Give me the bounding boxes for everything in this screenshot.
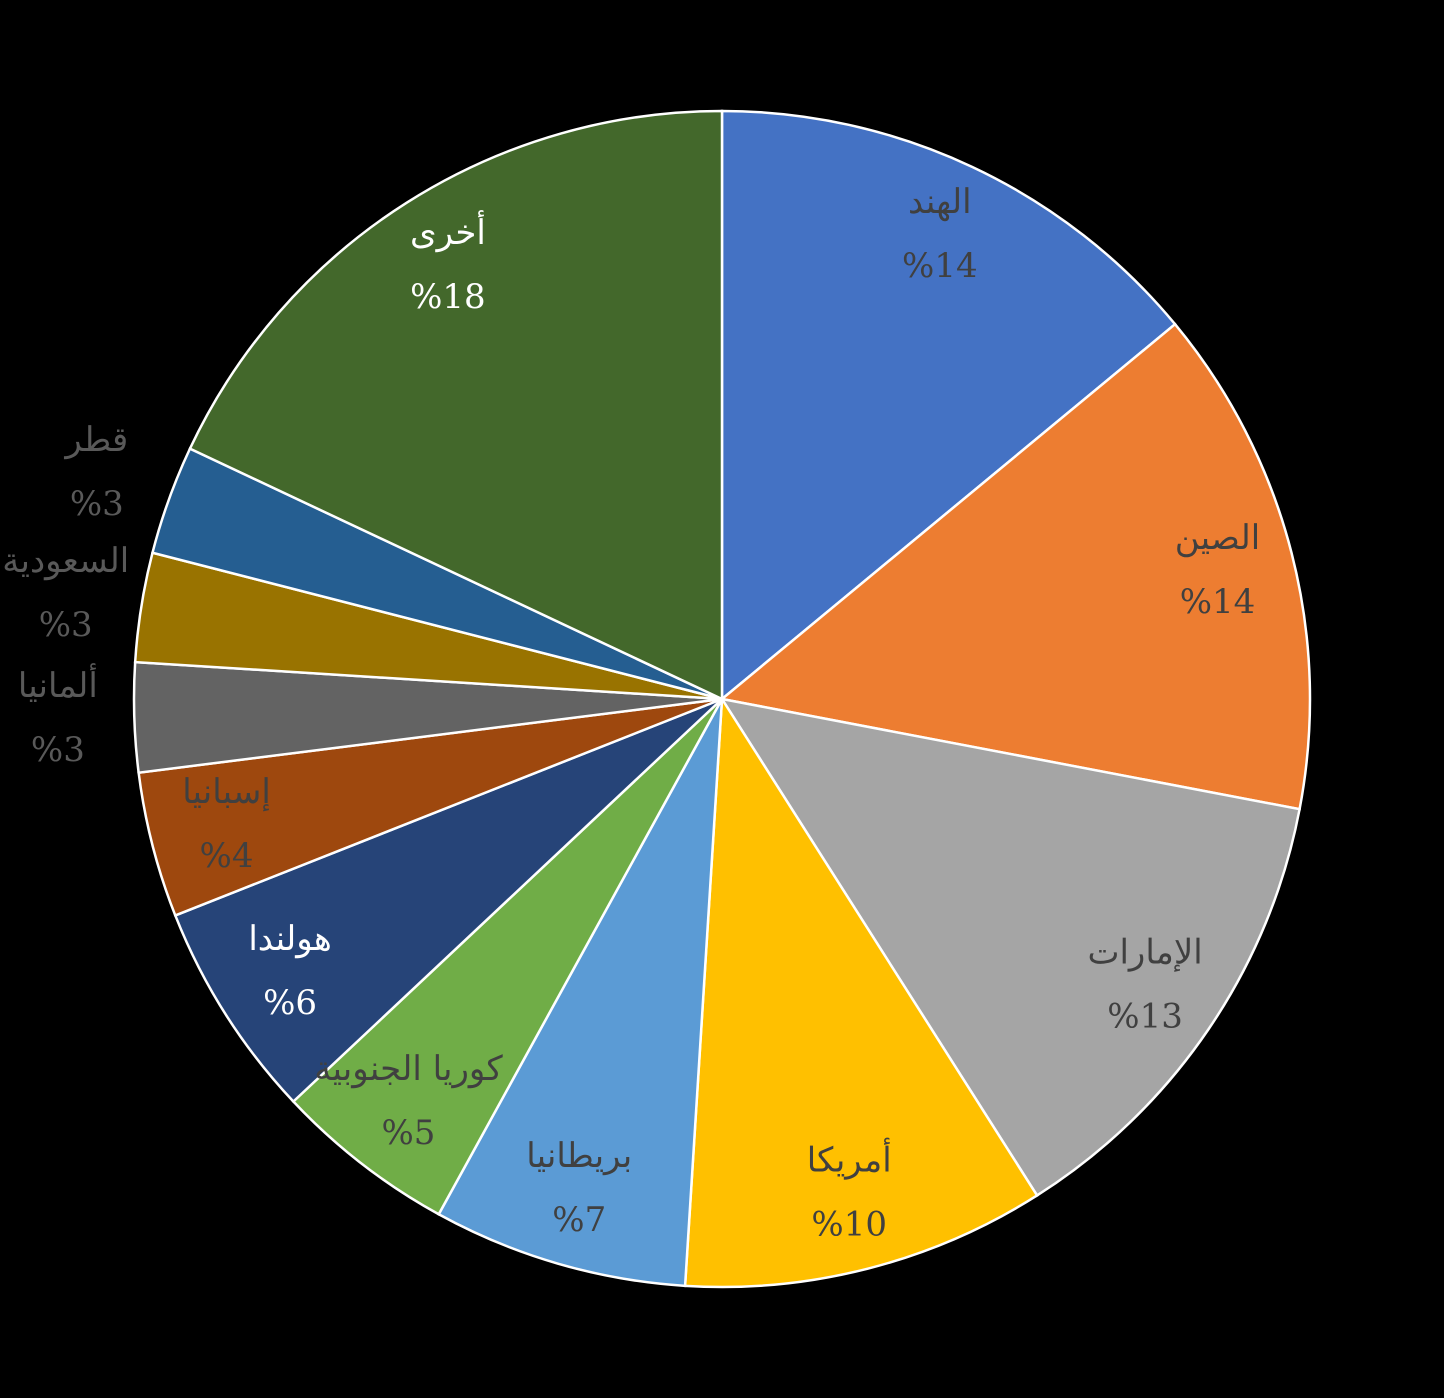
slice-value-label: %3 [31,730,85,770]
slice-category-label: أمريكا [807,1137,892,1180]
slice-category-label: إسبانيا [182,772,271,812]
slice-value-label: %3 [39,605,93,645]
slice-value-label: %4 [200,836,254,876]
pie-slice [719,697,1302,1198]
pie-slice [291,698,724,1216]
pie-slice [437,698,724,1288]
slice-category-label: قطر [63,420,128,460]
slice-category-label: الهند [908,182,972,222]
slice-value-label: %18 [410,277,486,317]
slice-category-label: السعودية [2,541,129,581]
pie-slice [683,695,1039,1289]
slice-category-label: الصين [1175,518,1260,558]
slice-value-label: %3 [70,484,124,524]
slice-category-label: بريطانيا [526,1136,632,1176]
pie-slice [719,322,1312,811]
pie-slice [188,109,724,701]
slice-value-label: %14 [1180,582,1256,622]
slice-category-label: كوريا الجنوبية [314,1049,503,1089]
slice-value-label: %6 [263,983,317,1023]
slice-category-label: ألمانيا [18,663,98,706]
slice-category-label: الإمارات [1087,933,1202,973]
slice-value-label: %14 [902,246,978,286]
slice-value-label: %13 [1107,997,1183,1037]
slice-category-label: أخرى [410,210,486,253]
slice-category-label: هولندا [248,919,331,959]
slice-value-label: %5 [381,1113,435,1153]
slice-value-label: %7 [552,1200,606,1240]
pie-slice [720,109,1177,702]
slice-value-label: %10 [811,1204,887,1244]
pie-slice [173,697,723,1104]
